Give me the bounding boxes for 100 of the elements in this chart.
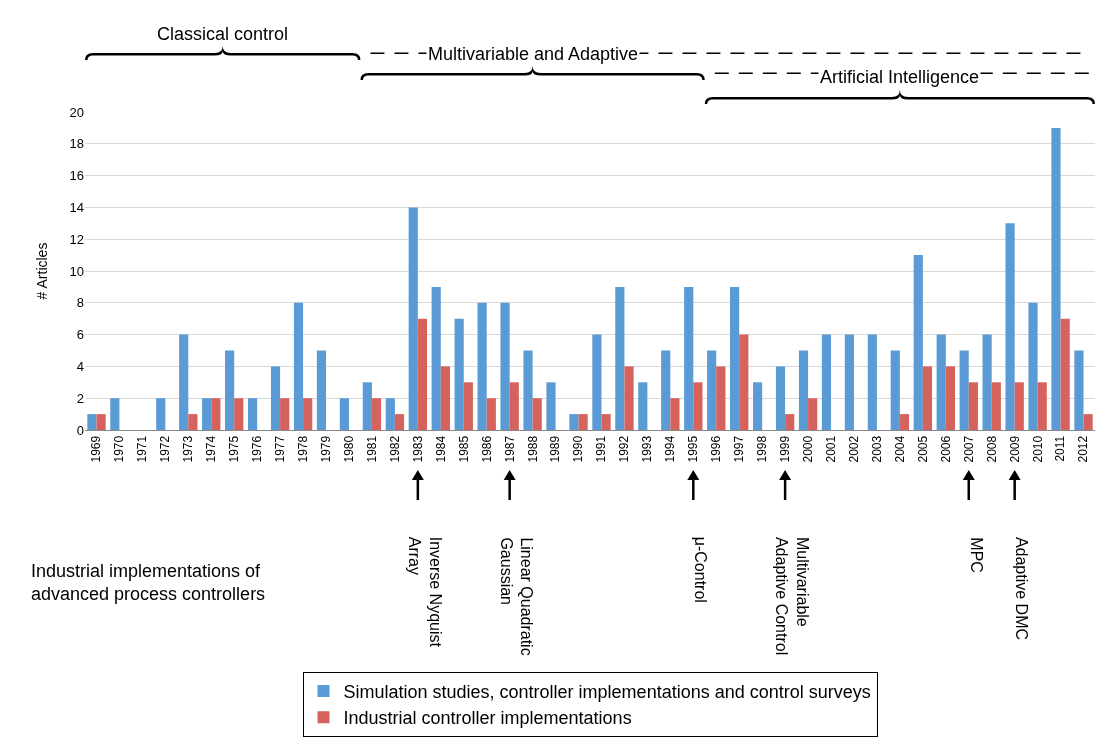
x-tick-label: 1982: [387, 435, 402, 463]
bar: [394, 414, 405, 430]
x-tick-label: 1974: [204, 435, 219, 463]
y-tick-label: 8: [76, 295, 84, 311]
bar: [270, 366, 281, 430]
x-tick-label: 2011: [1053, 435, 1068, 462]
x-tick-label: 1989: [548, 435, 563, 463]
bar: [486, 398, 496, 430]
bar: [1037, 382, 1047, 430]
x-tick-label: 2010: [1030, 435, 1045, 463]
bar: [303, 398, 313, 430]
x-tick-label: 1997: [732, 435, 747, 463]
bar: [936, 334, 946, 430]
bar: [624, 366, 634, 430]
y-tick-label: 18: [69, 136, 84, 152]
x-tick-label: 1969: [89, 435, 104, 463]
text: Multivariable and Adaptive: [428, 44, 639, 64]
text: Linear Quadratic Gaussian: [497, 537, 536, 656]
x-tick-label: 2008: [984, 435, 999, 463]
x-tick-label: 2007: [961, 435, 976, 463]
bar: [775, 366, 786, 430]
bar: [362, 382, 372, 430]
x-tick-label: 1995: [686, 435, 701, 463]
bar: [509, 382, 519, 430]
bar: [339, 398, 349, 430]
x-tick-label: 1998: [755, 435, 770, 463]
x-tick-label: 2002: [846, 435, 861, 463]
x-tick-label: 1994: [663, 435, 678, 463]
bar: [968, 382, 978, 430]
bar: [821, 334, 832, 430]
bar: [899, 414, 910, 430]
bar: [1005, 223, 1015, 430]
bar: [693, 382, 703, 430]
bar: [716, 366, 726, 430]
legend-label: Simulation studies, controller implementations and control surveys: [343, 681, 871, 702]
bar: [234, 398, 244, 430]
bar: [417, 318, 428, 430]
bar: [477, 302, 487, 430]
bar: [615, 286, 625, 430]
bar: [1051, 127, 1061, 430]
bar: [454, 318, 464, 430]
x-tick-label: 1988: [525, 435, 540, 463]
bar: [110, 398, 120, 430]
bar: [523, 350, 533, 430]
bar: [1028, 302, 1038, 430]
y-tick-label: 14: [69, 199, 84, 215]
bar: [247, 398, 258, 430]
bar: [385, 398, 395, 430]
x-tick-label: 1970: [112, 435, 127, 463]
x-tick-label: 1999: [778, 435, 793, 463]
bar: [156, 398, 166, 430]
x-tick-label: 1977: [273, 435, 288, 463]
bar: [798, 350, 809, 430]
bar: [179, 334, 189, 430]
x-tick-label: 1984: [433, 435, 448, 463]
x-tick-label: 2004: [892, 435, 907, 463]
bar: [463, 382, 473, 430]
bar: [225, 350, 235, 430]
bar: [661, 350, 671, 430]
bar: [785, 414, 795, 430]
y-tick-label: 12: [69, 231, 84, 247]
bar: [96, 414, 106, 430]
bar: [202, 398, 212, 430]
y-tick-label: 2: [76, 390, 84, 406]
bar: [707, 350, 717, 430]
bar: [867, 334, 877, 430]
x-tick-label: 1993: [640, 435, 655, 463]
bar: [87, 414, 97, 430]
x-tick-label: 1987: [502, 435, 517, 463]
bar: [280, 398, 290, 430]
x-tick-label: 1972: [158, 435, 173, 463]
bar: [1083, 414, 1093, 430]
y-tick-label: 20: [69, 104, 84, 120]
x-tick-label: 1992: [617, 435, 632, 463]
x-tick-label: 2000: [800, 435, 815, 463]
bar: [1014, 382, 1024, 430]
bar: [578, 414, 588, 430]
x-tick-label: 2012: [1076, 435, 1091, 463]
bar: [440, 366, 450, 430]
y-tick-label: 10: [69, 263, 84, 279]
bar: [730, 286, 740, 430]
bar: [431, 286, 441, 430]
x-tick-label: 2005: [915, 435, 930, 463]
bar: [684, 286, 694, 430]
x-tick-label: 1990: [571, 435, 586, 463]
text: MPC: [967, 537, 985, 573]
bar: [601, 414, 611, 430]
y-tick-label: 0: [76, 422, 84, 438]
bar: [500, 302, 510, 430]
bar: [739, 334, 749, 430]
y-tick-label: 16: [69, 168, 84, 184]
bar: [371, 398, 382, 430]
bar: [1074, 350, 1084, 430]
bar: [890, 350, 900, 430]
x-tick-label: 2001: [823, 435, 838, 463]
y-tick-label: 4: [76, 358, 84, 374]
text: Industrial implementations of advanced process controllers: [31, 561, 266, 605]
x-tick-label: 1985: [456, 435, 471, 463]
text: μ-Control: [692, 536, 710, 603]
x-tick-label: 1996: [709, 435, 724, 463]
